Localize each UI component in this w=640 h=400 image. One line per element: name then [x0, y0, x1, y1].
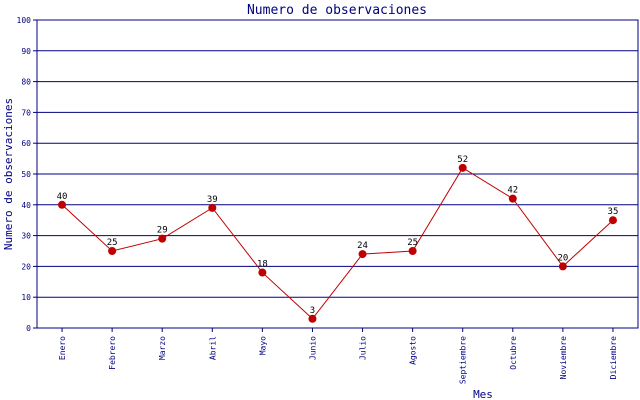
data-point — [408, 247, 417, 255]
y-tick-label: 20 — [21, 262, 31, 271]
data-point — [158, 234, 167, 243]
y-axis-ticks: 0 10 20 30 40 50 60 70 80 90 100 — [17, 16, 37, 333]
y-tick-label: 90 — [21, 47, 31, 56]
data-label: 35 — [608, 207, 619, 217]
data-labels: 40 25 29 39 18 3 24 25 52 42 20 35 — [57, 155, 619, 316]
data-point — [258, 268, 267, 277]
data-point — [58, 200, 67, 209]
data-point — [558, 262, 567, 271]
x-tick-label: Noviembre — [559, 336, 568, 380]
y-tick-label: 60 — [21, 139, 31, 148]
data-label: 25 — [407, 238, 418, 248]
data-label: 25 — [107, 238, 118, 248]
y-tick-label: 30 — [21, 232, 31, 241]
y-tick-label: 80 — [21, 78, 31, 87]
data-label: 18 — [257, 260, 268, 270]
data-point — [358, 250, 367, 259]
series-line — [61, 167, 614, 320]
y-axis-label: Numero de observaciones — [2, 98, 15, 250]
data-point — [108, 247, 117, 255]
data-label: 29 — [157, 226, 168, 236]
data-point — [608, 216, 617, 225]
series — [58, 163, 617, 323]
gridlines — [37, 19, 638, 329]
x-tick-label: Febrero — [108, 336, 117, 370]
data-point — [508, 194, 517, 203]
data-label: 40 — [57, 192, 68, 202]
data-label: 20 — [557, 253, 568, 263]
y-tick-label: 50 — [21, 170, 31, 179]
x-tick-label: Diciembre — [609, 336, 618, 380]
data-label: 42 — [507, 186, 518, 196]
x-tick-label: Enero — [58, 336, 67, 360]
x-tick-label: Mayo — [258, 336, 267, 355]
y-tick-label: 0 — [26, 324, 31, 333]
x-tick-label: Agosto — [409, 336, 418, 365]
data-label: 3 — [310, 306, 315, 316]
x-tick-label: Octubre — [509, 336, 518, 370]
x-axis-label: Mes — [473, 388, 493, 400]
x-tick-label: Marzo — [158, 336, 167, 360]
data-label: 52 — [457, 155, 468, 165]
data-point — [208, 203, 217, 212]
y-tick-label: 10 — [21, 293, 31, 302]
x-axis-ticks: Enero Febrero Marzo Abril Mayo Junio Julio Agos… — [58, 328, 618, 384]
data-label: 39 — [207, 195, 218, 205]
x-tick-label: Julio — [359, 336, 368, 360]
x-tick-label: Septiembre — [459, 336, 468, 384]
data-point — [458, 163, 467, 172]
data-point — [308, 314, 317, 323]
plot-area — [36, 19, 639, 329]
y-tick-label: 40 — [21, 201, 31, 210]
x-tick-label: Junio — [308, 336, 317, 360]
y-tick-label: 100 — [17, 16, 32, 25]
y-tick-label: 70 — [21, 108, 31, 117]
chart-title: Numero de observaciones — [247, 3, 427, 18]
x-tick-label: Abril — [208, 336, 217, 360]
data-label: 24 — [357, 241, 368, 251]
